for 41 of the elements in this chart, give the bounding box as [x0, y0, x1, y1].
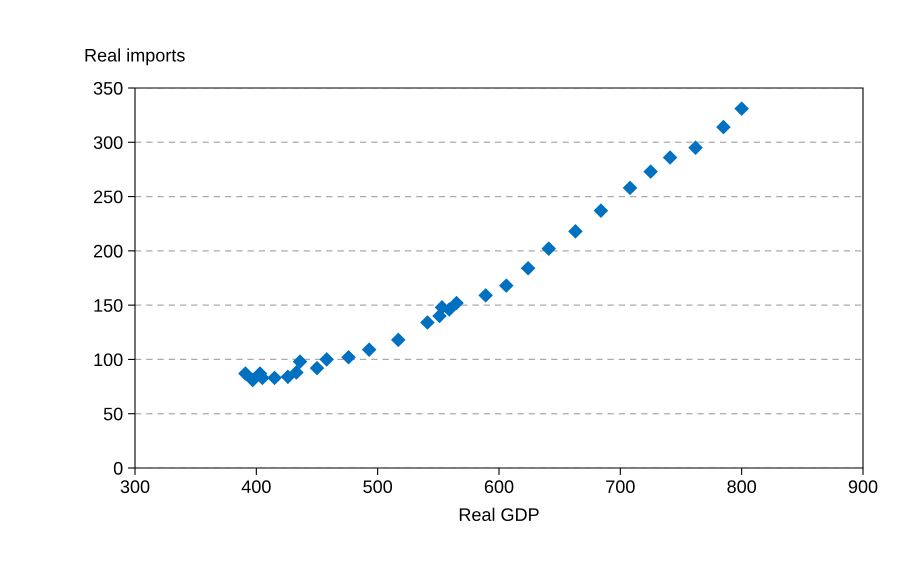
point: [238, 366, 253, 381]
x-tick-label: 900: [848, 480, 878, 494]
point: [341, 350, 356, 365]
y-tick-label: 0: [114, 462, 122, 475]
point: [310, 360, 324, 376]
point: [662, 150, 678, 165]
point: [292, 354, 308, 369]
point: [478, 288, 493, 303]
point: [520, 260, 536, 276]
point: [319, 352, 334, 367]
x-tick-label: 700: [606, 480, 635, 494]
point: [420, 315, 435, 330]
point: [280, 370, 296, 384]
x-tick-label: 800: [727, 480, 756, 494]
point: [594, 203, 608, 218]
y-tick-label: 300: [94, 136, 122, 150]
point: [716, 120, 731, 134]
y-axis-title: Real imports: [86, 48, 185, 66]
y-tick-label: 50: [104, 408, 122, 420]
y-tick-label: 250: [94, 190, 122, 204]
point: [498, 278, 514, 293]
point: [289, 365, 304, 380]
y-tick-label: 350: [94, 82, 122, 95]
point: [643, 164, 658, 179]
x-tick-label: 600: [484, 480, 514, 494]
y-tick-label: 200: [94, 244, 122, 258]
x-tick-label: 500: [363, 480, 392, 494]
point: [391, 332, 406, 348]
x-tick-label: 400: [242, 480, 271, 494]
point: [541, 241, 556, 256]
x-axis-title: Real GDP: [460, 508, 539, 522]
point: [449, 296, 464, 310]
point: [688, 140, 703, 155]
point: [362, 342, 376, 357]
point: [622, 180, 638, 196]
y-tick-label: 150: [94, 299, 122, 312]
x-tick-label: 300: [120, 480, 150, 494]
point: [267, 370, 282, 386]
y-tick-label: 100: [94, 353, 122, 366]
point: [568, 224, 583, 239]
point: [734, 101, 749, 116]
